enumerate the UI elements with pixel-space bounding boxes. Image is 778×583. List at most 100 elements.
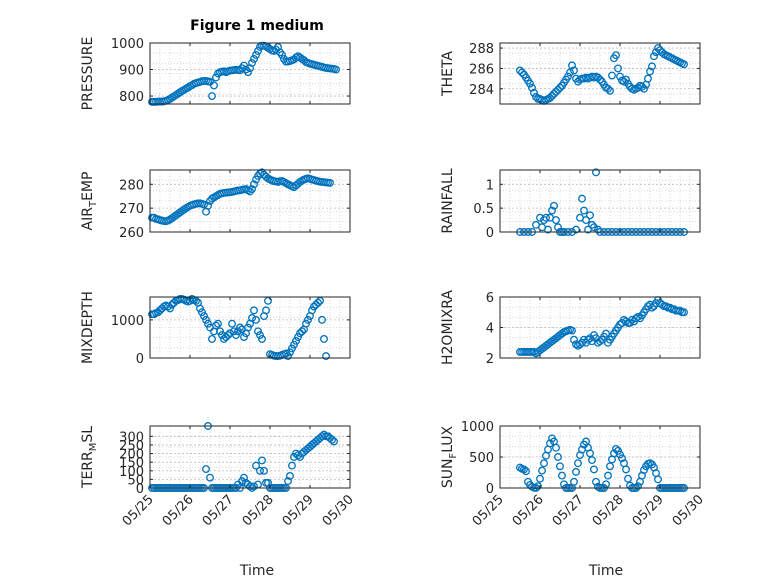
- data-point: [616, 320, 624, 329]
- data-point: [596, 337, 604, 346]
- y-axis-label: RAINFALL: [440, 168, 456, 233]
- data-point: [284, 352, 292, 361]
- y-tick-label: 280: [119, 178, 144, 193]
- x-tick-label: 05/29: [280, 492, 317, 529]
- data-point: [622, 75, 630, 84]
- data-point: [250, 306, 258, 315]
- data-point: [302, 319, 310, 328]
- data-point: [608, 71, 616, 80]
- data-point: [578, 194, 586, 203]
- data-point: [294, 333, 302, 341]
- data-point: [232, 331, 240, 340]
- data-point: [656, 46, 664, 55]
- y-axis-label: AIRTEMP: [80, 172, 99, 231]
- data-point: [290, 340, 298, 349]
- data-point: [568, 326, 576, 335]
- data-point: [262, 306, 270, 315]
- subplot-rainfall: 0 0.5 1 RAINFALL: [440, 168, 701, 241]
- data-point: [252, 315, 260, 324]
- data-point: [318, 315, 326, 324]
- data-point: [248, 58, 256, 67]
- data-point: [166, 304, 174, 313]
- data-point: [554, 85, 562, 94]
- data-point: [650, 52, 658, 61]
- data-point: [240, 333, 248, 341]
- data-point: [286, 348, 294, 357]
- data-point: [632, 314, 640, 323]
- data-point: [616, 72, 624, 81]
- data-point: [590, 223, 598, 232]
- data-point: [540, 459, 548, 468]
- data-point: [298, 327, 306, 336]
- data-point: [200, 312, 208, 321]
- data-point: [550, 201, 558, 210]
- data-point: [572, 467, 580, 476]
- data-point: [552, 443, 560, 452]
- data-point: [210, 81, 218, 90]
- subplot-pressure: 800 900 1000 PRESSURE: [80, 37, 351, 111]
- y-axis-label: H2OMIXRA: [440, 290, 456, 365]
- data-point: [556, 462, 564, 471]
- data-point: [240, 473, 248, 482]
- x-axis-label-left: Time: [239, 563, 274, 579]
- data-point: [588, 220, 596, 229]
- data-point: [666, 303, 674, 312]
- data-point: [234, 327, 242, 336]
- data-point: [558, 329, 566, 338]
- data-point: [606, 462, 614, 471]
- y-tick-label: 260: [119, 226, 144, 241]
- y-tick-label: 1000: [461, 420, 494, 435]
- axes-box: [149, 169, 351, 233]
- data-point: [680, 60, 688, 69]
- data-point: [574, 459, 582, 468]
- y-tick-label: 0: [486, 226, 494, 241]
- data-point: [518, 68, 526, 77]
- y-tick-label: 270: [119, 202, 144, 217]
- data-point: [264, 478, 272, 487]
- y-axis-label: PRESSURE: [80, 37, 96, 111]
- y-axis-label: TERRMSL: [80, 426, 99, 489]
- data-point: [228, 319, 236, 328]
- data-point: [204, 201, 212, 210]
- data-point: [584, 335, 592, 344]
- data-point: [198, 308, 206, 317]
- data-point: [252, 50, 260, 59]
- data-point: [206, 473, 214, 482]
- data-point: [284, 477, 292, 486]
- data-point: [224, 331, 232, 340]
- figure-title: Figure 1 medium: [190, 18, 324, 34]
- data-point: [662, 302, 670, 311]
- data-point: [230, 327, 238, 336]
- data-point: [628, 315, 636, 324]
- data-point: [596, 75, 604, 84]
- data-point: [208, 92, 216, 100]
- data-point: [256, 331, 264, 340]
- data-point: [644, 74, 652, 83]
- data-point: [248, 185, 256, 194]
- data-point: [530, 88, 538, 97]
- data-point: [554, 223, 562, 232]
- y-tick-label: 1000: [111, 37, 144, 52]
- axes-box: [149, 425, 351, 489]
- data-point: [322, 352, 330, 361]
- x-axis-label-right: Time: [588, 563, 623, 579]
- y-tick-label: 1: [486, 178, 494, 193]
- data-point: [554, 453, 562, 461]
- data-point: [548, 206, 556, 215]
- subplot-air-temp: 260 270 280 AIRTEMP: [80, 168, 351, 241]
- data-point: [592, 477, 600, 486]
- data-point: [606, 86, 614, 95]
- data-point: [546, 439, 554, 448]
- data-point: [654, 475, 662, 484]
- y-tick-label: 4: [486, 322, 494, 337]
- data-point: [638, 82, 646, 91]
- y-tick-label: 2: [486, 352, 494, 367]
- data-point: [314, 298, 322, 307]
- data-point: [634, 482, 642, 491]
- x-tick-label: 05/26: [160, 492, 197, 529]
- data-point: [176, 88, 184, 97]
- y-tick-label: 0: [136, 482, 144, 497]
- data-point: [320, 334, 328, 343]
- data-point: [570, 477, 578, 486]
